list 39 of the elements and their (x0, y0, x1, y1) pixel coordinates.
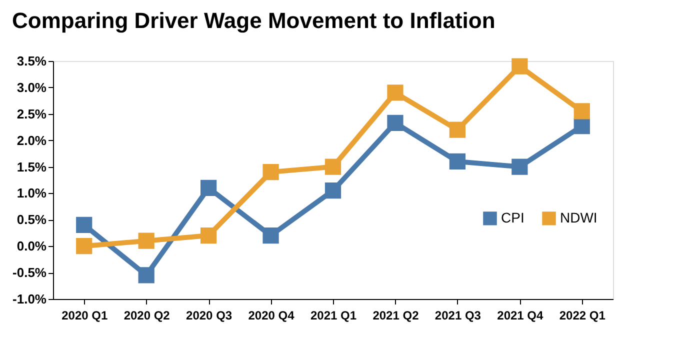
point (512, 158, 528, 175)
x-tick-label: 2021 Q4 (497, 308, 544, 322)
point (200, 227, 217, 244)
y-tick-label: -1.0% (12, 292, 47, 306)
point (387, 84, 404, 101)
point (449, 122, 466, 138)
x-tick-label: 2020 Q4 (248, 308, 295, 322)
point (574, 103, 590, 120)
y-tick-label: 0.5% (16, 212, 47, 228)
x-tick-label: 2021 Q2 (372, 308, 420, 322)
point (76, 216, 92, 234)
chart-title: Comparing Driver Wage Movement to Inflation (12, 8, 496, 33)
y-tick-label: 2.5% (16, 106, 47, 122)
x-tick-label: 2020 Q3 (186, 308, 232, 322)
y-tick-label: 2.0% (16, 132, 47, 148)
point (262, 227, 279, 244)
point (387, 114, 404, 131)
point (262, 164, 279, 180)
legend-label: NDWI (560, 209, 598, 226)
point (138, 267, 154, 284)
y-tick-label: 3.5% (16, 54, 47, 68)
x-tick-label: 2020 Q2 (124, 308, 170, 322)
y-tick-label: 1.0% (16, 186, 47, 201)
point (76, 238, 92, 254)
y-tick-label: 0.0% (16, 238, 47, 254)
x-tick-label: 2020 Q1 (62, 308, 108, 322)
point (512, 58, 528, 74)
legend-label: CPI (501, 209, 524, 226)
point (324, 158, 342, 175)
point (324, 182, 342, 199)
y-tick-label: 1.5% (16, 159, 47, 174)
x-tick-label: 2021 Q1 (310, 308, 357, 322)
y-tick-label: 3.0% (16, 80, 47, 95)
y-tick-label: -0.5% (12, 265, 47, 280)
x-tick-label: 2022 Q1 (559, 308, 606, 322)
point (449, 153, 466, 170)
x-tick-label: 2021 Q3 (434, 308, 482, 322)
point (200, 180, 217, 196)
point (138, 232, 154, 249)
